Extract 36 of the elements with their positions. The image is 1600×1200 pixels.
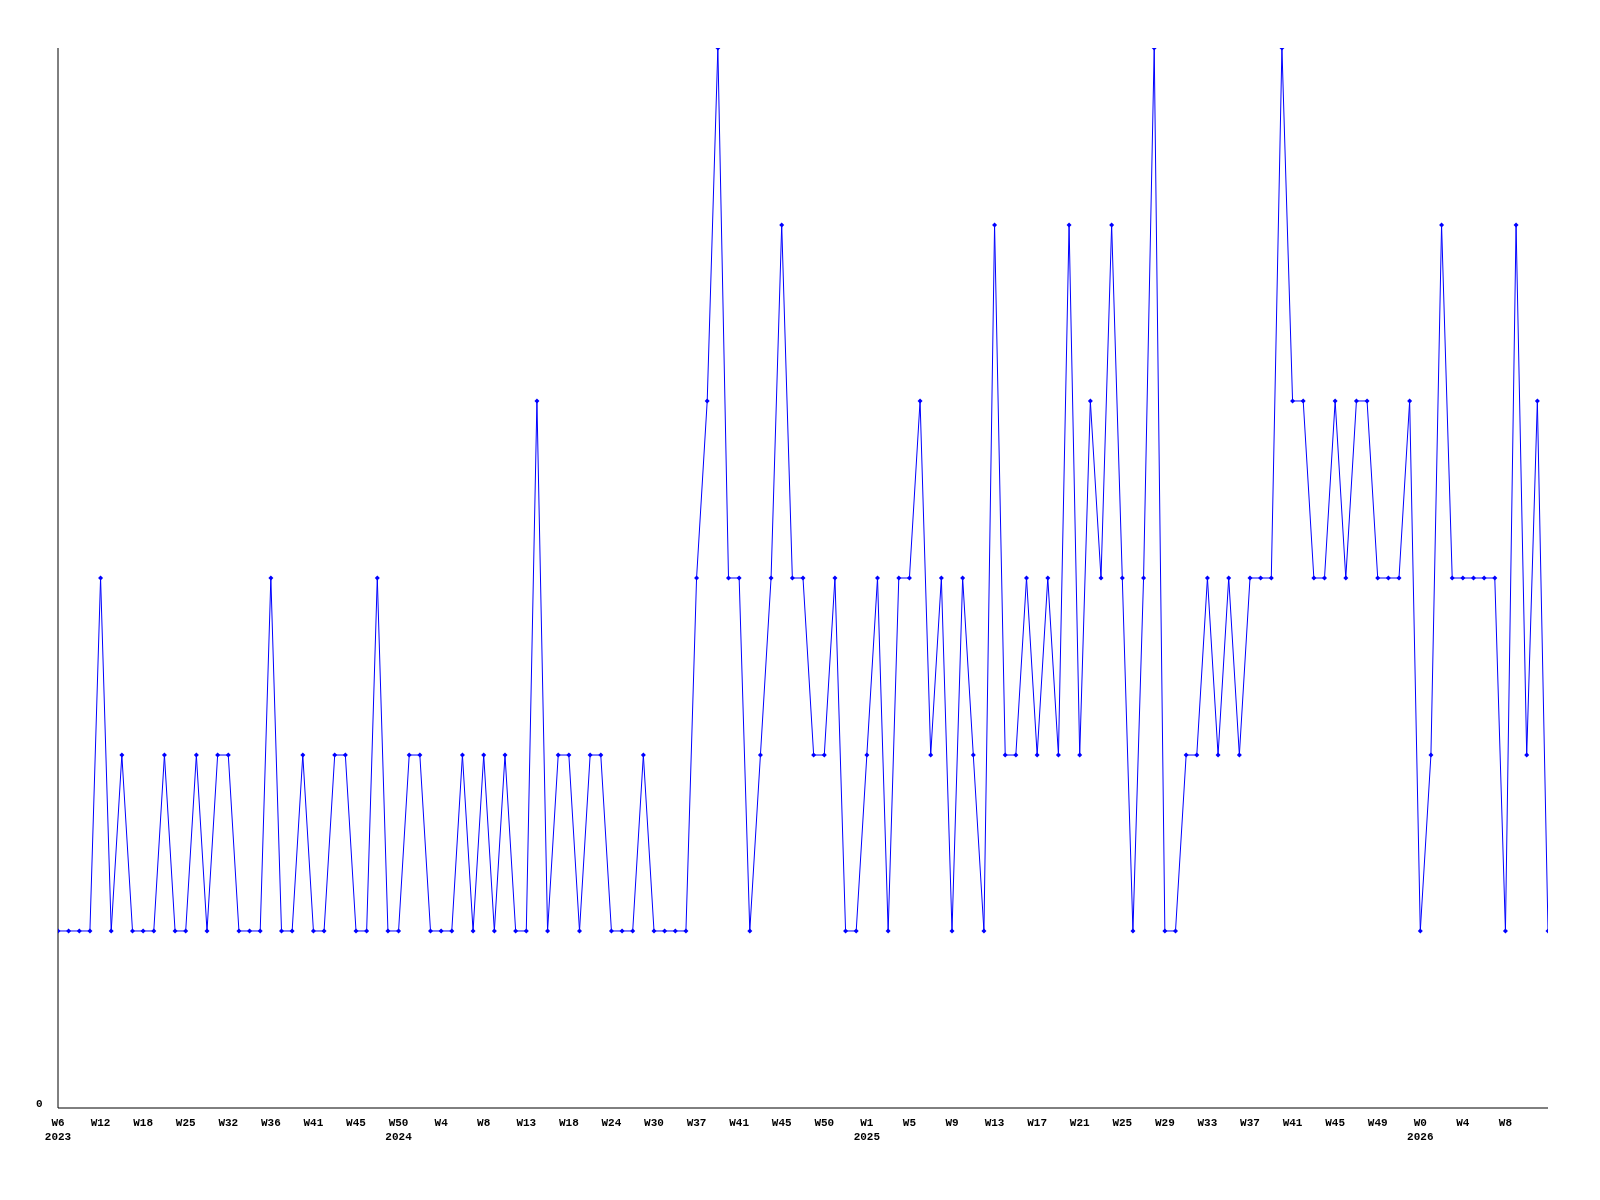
x-tick-label: W37 [686,1117,707,1129]
x-tick-label: W50 2024 [385,1117,413,1143]
x-tick-label: W4 [434,1117,449,1129]
x-tick-label: W4 [1456,1117,1470,1129]
x-tick-label: W33 [1197,1117,1218,1129]
x-tick-label: W29 [1154,1117,1175,1129]
x-tick-label: W13 [984,1117,1005,1129]
x-tick-label: W45 [346,1117,367,1129]
x-tick-label: W12 [90,1117,111,1129]
x-tick-label: W45 [771,1117,793,1129]
x-tick-label: W6 2023 [44,1117,72,1143]
x-tick-label: W45 [1325,1117,1346,1129]
x-tick-label: W36 [260,1117,281,1129]
x-tick-label: W49 [1367,1117,1388,1129]
x-tick-label: W41 [729,1117,750,1129]
x-tick-label: W32 [218,1117,239,1129]
x-tick-label: W25 [1112,1117,1133,1129]
x-tick-label: W8 [1498,1117,1513,1129]
x-tick-label: W8 [477,1117,491,1129]
x-tick-label: W37 [1240,1117,1260,1129]
x-tick-label: W13 [516,1117,537,1129]
x-tick-label: W17 [1027,1117,1048,1129]
x-tick-label: W41 [1282,1117,1303,1129]
x-tick-label: W21 [1069,1117,1091,1129]
x-tick-label: W30 [644,1117,664,1129]
text: 0 [36,1098,43,1110]
x-tick-label: W25 [175,1117,197,1129]
x-tick-label: W5 [902,1117,917,1129]
x-tick-label: W41 [303,1117,324,1129]
x-tick-label: W18 [558,1117,580,1129]
x-tick-label: W18 [133,1117,154,1129]
x-tick-label: W50 [814,1117,835,1129]
x-tick-label: W0 2026 [1407,1117,1434,1143]
x-tick-label: W1 2025 [853,1117,881,1143]
x-tick-label: W24 [601,1117,622,1129]
x-tick-label: W9 [945,1117,959,1129]
